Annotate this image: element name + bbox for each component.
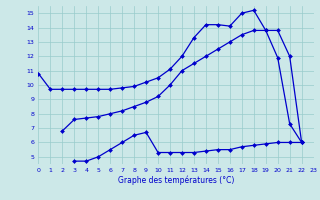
X-axis label: Graphe des températures (°C): Graphe des températures (°C): [118, 176, 234, 185]
